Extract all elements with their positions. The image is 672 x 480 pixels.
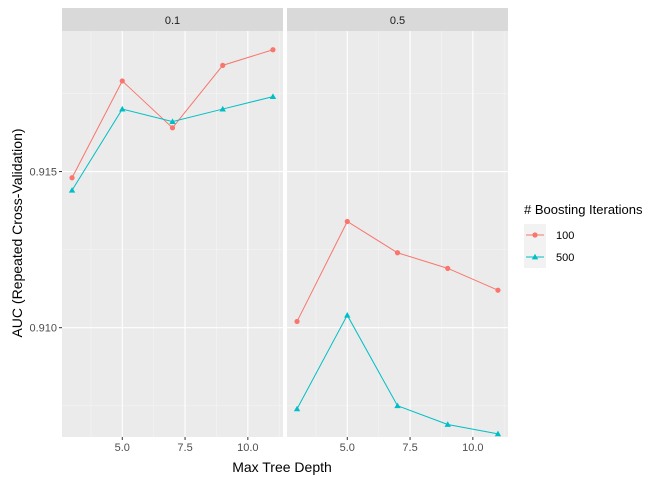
- data-point-500: [219, 105, 226, 112]
- panel-0.1: 0.1: [62, 8, 283, 437]
- y-axis-title: AUC (Repeated Cross-Validation): [9, 128, 25, 337]
- data-point-100: [344, 218, 350, 225]
- chart-panels: 0.1 0.5: [62, 8, 508, 437]
- panel-background: [62, 31, 283, 437]
- legend-item-500: 500: [524, 246, 574, 268]
- facet-strip: [62, 8, 283, 31]
- data-point-500: [444, 421, 451, 427]
- data-point-100: [169, 125, 176, 131]
- data-point-500: [494, 430, 502, 437]
- legend-label: 500: [556, 252, 574, 264]
- data-point-500: [119, 105, 126, 112]
- x-tick-label: 10.0: [462, 442, 483, 454]
- x-tick-label: 7.5: [402, 442, 417, 454]
- x-axis: 5.0 7.5 10.0 5.0 7.5 10.0: [115, 437, 484, 454]
- data-point-100: [495, 287, 501, 293]
- x-tick-label: 10.0: [237, 442, 258, 454]
- legend-item-100: 100: [524, 224, 574, 246]
- y-tick-label: 0.915: [29, 167, 57, 179]
- data-point-100: [294, 318, 300, 325]
- data-point-500: [169, 118, 176, 124]
- y-axis: 0.910 0.915: [29, 167, 62, 335]
- data-point-500: [293, 405, 301, 412]
- data-point-100: [220, 62, 226, 68]
- legend-key-marker: [532, 232, 538, 238]
- data-point-100: [270, 47, 276, 53]
- data-point-500: [394, 402, 401, 409]
- data-point-100: [119, 78, 125, 84]
- data-point-100: [69, 175, 75, 181]
- x-tick-label: 5.0: [340, 442, 355, 454]
- panel-0.5: 0.5: [287, 8, 508, 437]
- data-point-500: [344, 312, 351, 318]
- x-tick-label: 7.5: [177, 442, 192, 454]
- facet-strip-label: 0.5: [390, 15, 405, 27]
- legend-title: # Boosting Iterations: [524, 202, 643, 217]
- facet-strip: [287, 8, 508, 31]
- panel-background: [287, 31, 508, 437]
- data-point-100: [394, 250, 401, 256]
- legend-label: 100: [556, 230, 574, 242]
- data-point-500: [269, 93, 277, 99]
- data-point-500: [68, 187, 76, 193]
- x-tick-label: 5.0: [115, 442, 130, 454]
- facet-strip-label: 0.1: [165, 15, 180, 27]
- data-point-100: [445, 265, 451, 271]
- legend-key-marker: [531, 253, 539, 260]
- legend: # Boosting Iterations 100 500: [524, 202, 643, 268]
- y-tick-label: 0.910: [29, 323, 57, 335]
- x-axis-title: Max Tree Depth: [232, 459, 332, 475]
